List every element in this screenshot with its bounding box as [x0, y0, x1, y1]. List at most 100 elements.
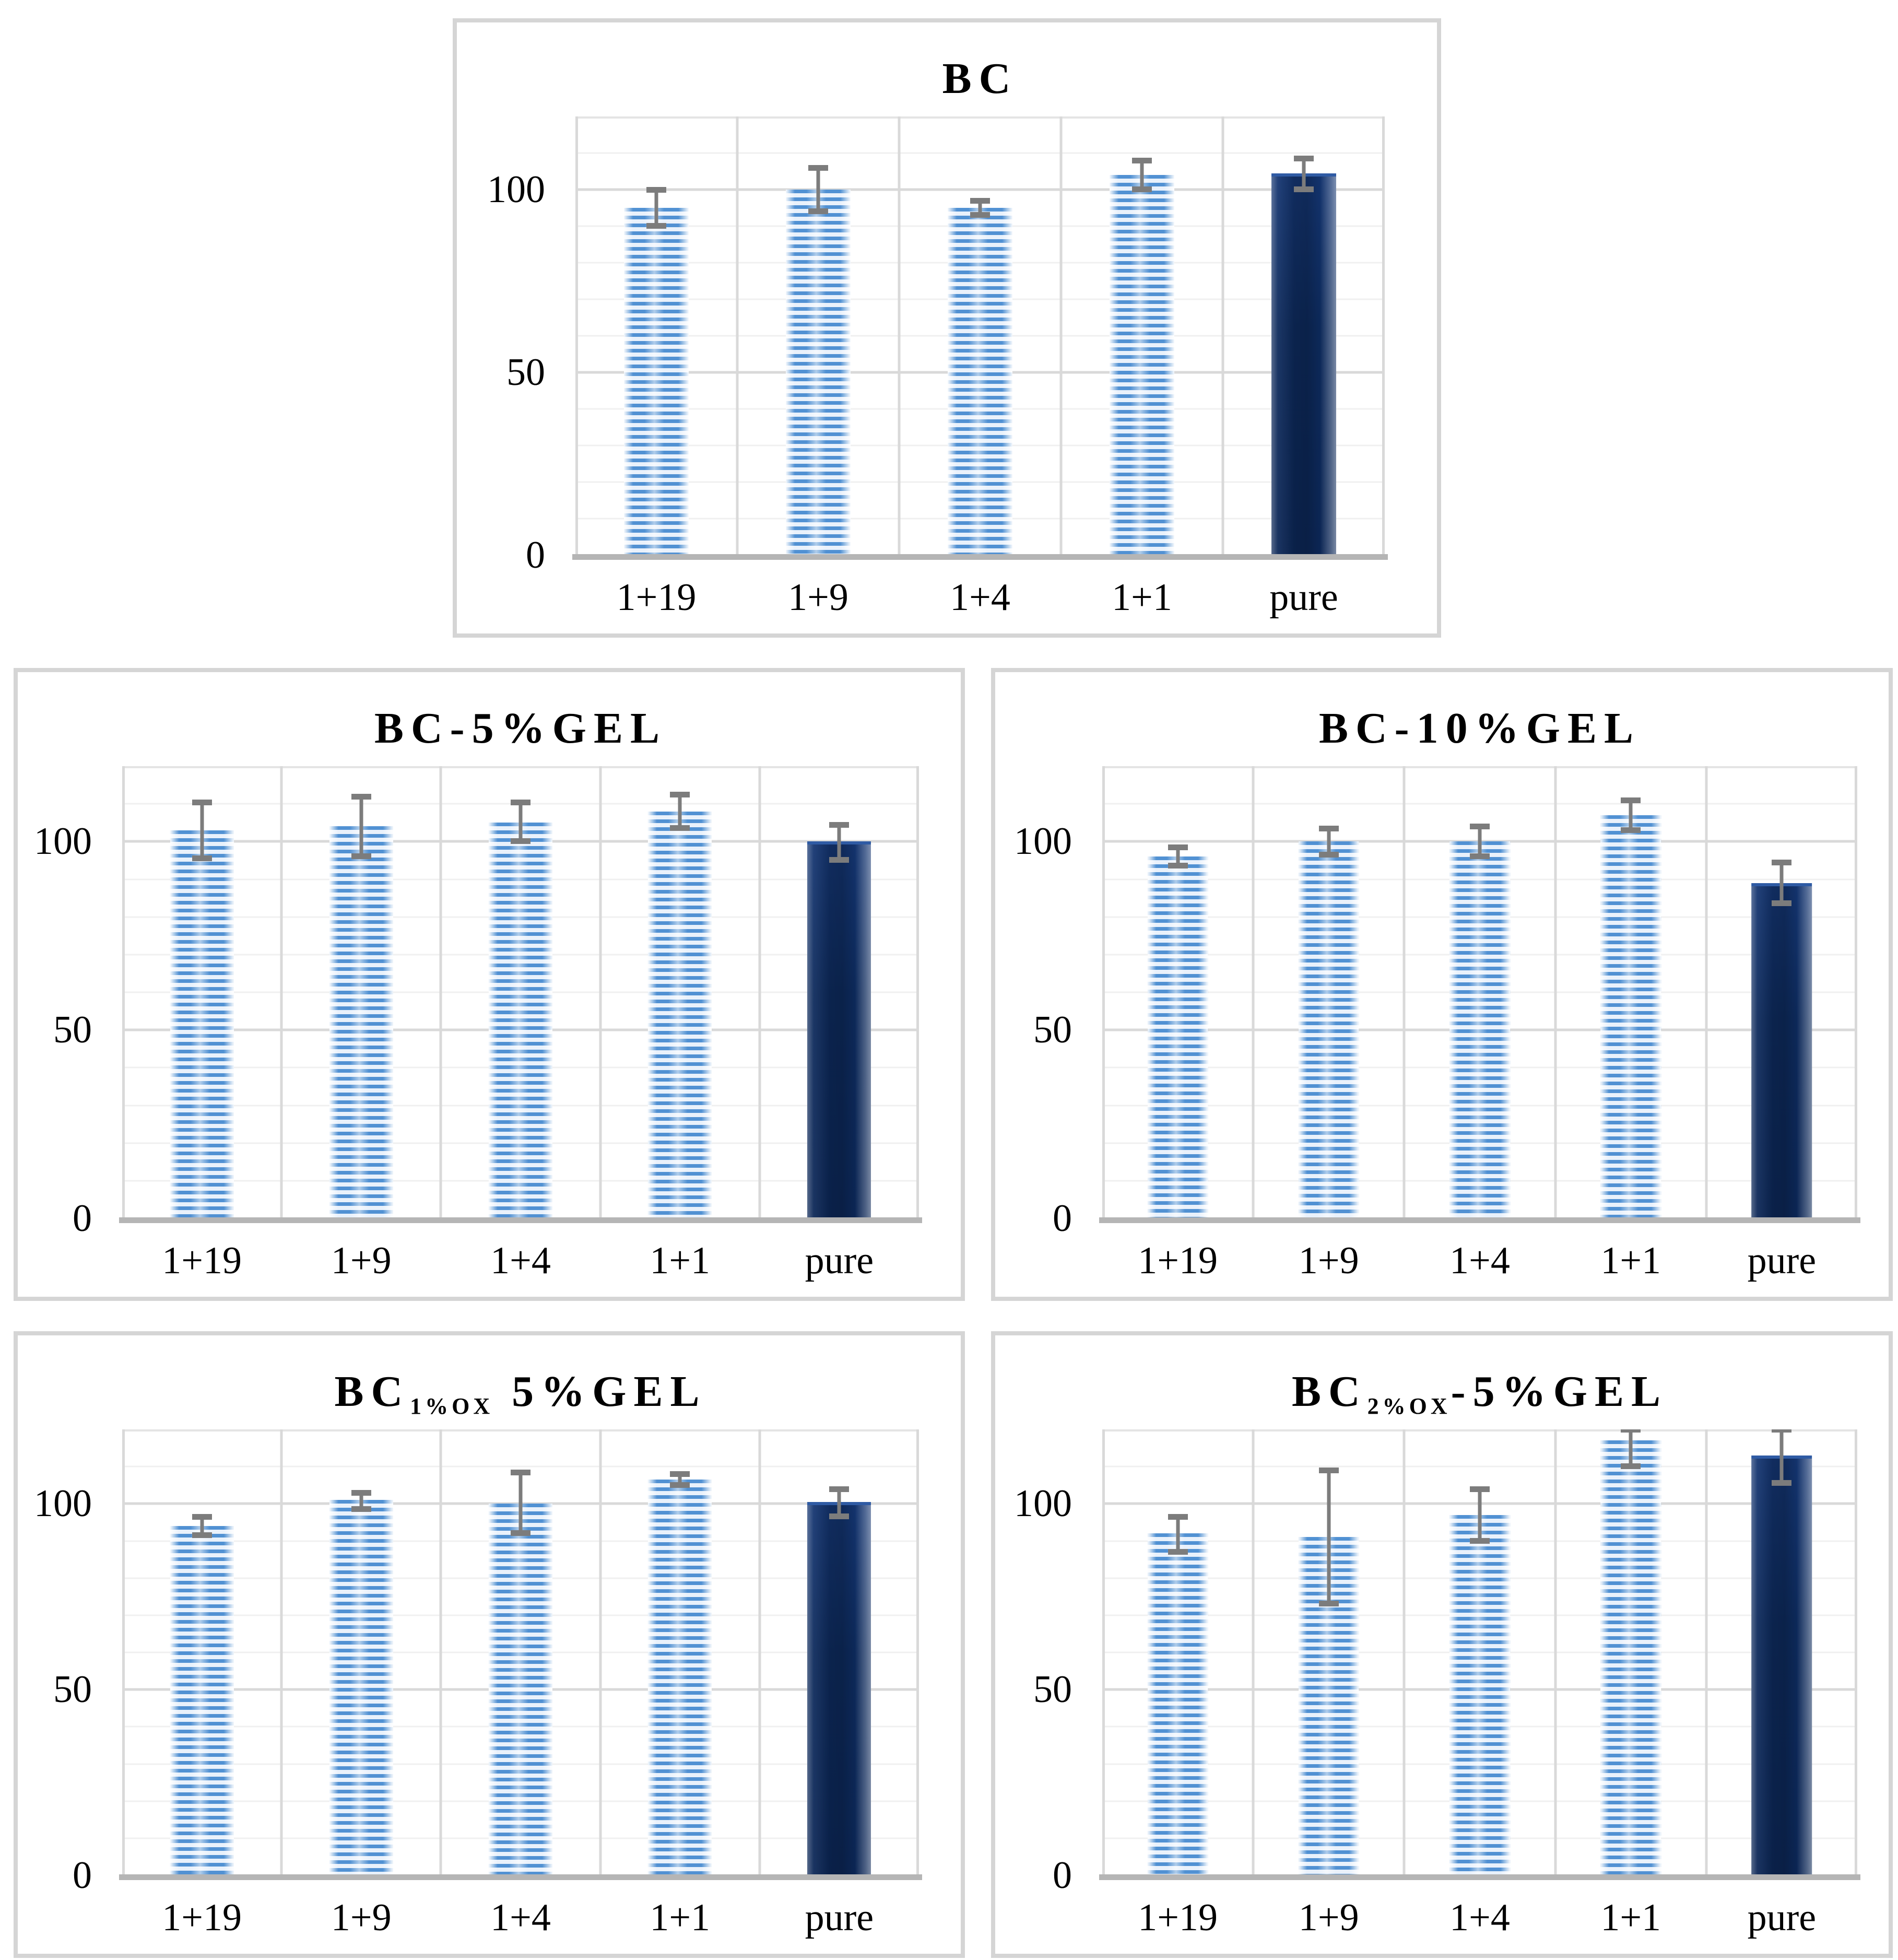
error-bar-line [200, 802, 204, 859]
bar-1+9 [786, 190, 851, 555]
grid-vline [1059, 116, 1063, 555]
error-bar-cap-bottom [1168, 863, 1188, 869]
gridline-major [575, 188, 1385, 191]
y-tick-label: 50 [53, 1668, 92, 1711]
x-tick-label: 1+19 [162, 1239, 242, 1282]
error-bar-cap-bottom [511, 1530, 531, 1536]
y-tick-label: 100 [1014, 820, 1072, 863]
grid-vline [736, 116, 739, 555]
grid-vline [1705, 766, 1708, 1218]
x-tick-label: 1+4 [490, 1239, 551, 1282]
bar-1+19 [170, 1526, 234, 1875]
error-bar-line [1302, 158, 1306, 190]
bar-1+9 [329, 826, 393, 1218]
error-bar-cap-top [1318, 826, 1339, 832]
chart-title: BC-5%GEL [122, 704, 919, 753]
x-tick-label: 1+4 [490, 1896, 551, 1939]
x-tick-label: pure [805, 1239, 874, 1282]
plot-right-edge [1855, 1429, 1857, 1875]
plot-left-edge [1102, 766, 1105, 1218]
y-tick-label: 0 [73, 1197, 92, 1240]
error-bar-line [678, 1474, 682, 1485]
x-tick-label: 1+1 [1600, 1239, 1661, 1282]
x-tick-label: 1+9 [331, 1239, 392, 1282]
x-tick-label: 1+1 [650, 1239, 711, 1282]
plot-right-edge [916, 766, 919, 1218]
error-bar-cap-top [1294, 156, 1314, 162]
plot-area [119, 766, 922, 1223]
error-bar-cap-bottom [1772, 900, 1792, 907]
zero-axis-line [1099, 1874, 1860, 1880]
x-tick-label: 1+19 [1138, 1896, 1218, 1939]
grid-vline [898, 116, 901, 555]
chart-title: BC-10%GEL [1102, 704, 1857, 753]
grid-vline [1252, 766, 1255, 1218]
bar-1+1 [648, 811, 712, 1218]
error-bar-cap-top [646, 187, 666, 193]
error-bar-cap-bottom [351, 853, 371, 860]
plot-left-edge [575, 116, 578, 555]
error-bar-line [1478, 826, 1482, 857]
bar-pure [807, 841, 871, 1218]
bar-pure [1751, 883, 1812, 1218]
plot-area [1099, 1429, 1860, 1880]
bar-1+9 [1298, 841, 1359, 1218]
chart-title: BC [575, 54, 1385, 103]
x-axis-labels: 1+19 1+9 1+4 1+1 pure [122, 1875, 919, 1954]
plot-left-edge [122, 1429, 125, 1875]
error-bar-cap-top [670, 1471, 690, 1477]
bar-1+19 [624, 208, 689, 555]
bar-1+9 [329, 1500, 393, 1875]
error-bar-cap-bottom [1294, 186, 1314, 192]
bar-1+1 [1600, 815, 1661, 1218]
x-tick-label: 1+9 [1298, 1896, 1359, 1939]
zero-axis-line [572, 554, 1388, 560]
error-bar-cap-top [351, 793, 371, 800]
error-bar-cap-bottom [511, 838, 531, 844]
chart-title: BC1%OX 5%GEL [122, 1367, 919, 1418]
x-tick-label: 1+1 [650, 1896, 711, 1939]
chart-title-text: BC [1291, 1367, 1367, 1416]
error-bar-cap-top [1318, 1468, 1339, 1474]
gridline-minor [1102, 1465, 1857, 1468]
chart-title-text: 5%GEL [493, 1367, 707, 1416]
error-bar-cap-bottom [829, 857, 850, 863]
error-bar-line [1327, 1470, 1331, 1604]
plot-right-edge [1855, 766, 1857, 1218]
error-bar-cap-top [670, 792, 690, 798]
y-axis-labels: 0 50 100 [995, 766, 1072, 1238]
grid-vline [280, 766, 283, 1218]
x-tick-label: 1+1 [1112, 576, 1172, 619]
error-bar-cap-bottom [1168, 1548, 1188, 1555]
error-bar-cap-bottom [1772, 1480, 1792, 1486]
gridline-minor [1102, 766, 1857, 768]
grid-vline [439, 766, 442, 1218]
plot-left-edge [1102, 1429, 1105, 1875]
grid-vline [1221, 116, 1224, 555]
y-axis-labels: 0 50 100 [18, 1429, 92, 1895]
error-bar-cap-top [808, 165, 828, 171]
gridline-minor [122, 766, 919, 768]
y-tick-label: 50 [1033, 1668, 1072, 1711]
grid-vline [1554, 766, 1557, 1218]
error-bar-cap-bottom [1318, 1601, 1339, 1607]
bar-pure [1271, 173, 1336, 555]
error-bar-line [518, 802, 523, 842]
error-bar-cap-bottom [1132, 186, 1152, 192]
y-tick-label: 0 [1053, 1854, 1072, 1897]
y-axis-labels: 0 50 100 [18, 766, 92, 1238]
error-bar-line [837, 824, 841, 861]
grid-vline [1252, 1429, 1255, 1875]
chart-panel-bc-10gel: BC-10%GEL 0 50 100 1+19 1+9 1+4 1+1 pure [991, 668, 1893, 1301]
x-tick-label: 1+9 [788, 576, 848, 619]
y-tick-label: 0 [73, 1854, 92, 1897]
error-bar-cap-bottom [646, 223, 666, 229]
y-tick-label: 0 [526, 534, 545, 577]
chart-panel-bc-2ox-5gel: BC2%OX-5%GEL 0 50 100 1+19 1+9 1+4 1+1 pure [991, 1331, 1893, 1958]
error-bar-line [1176, 1517, 1180, 1552]
error-bar-cap-bottom [1470, 1538, 1490, 1544]
error-bar-line [359, 796, 363, 857]
error-bar-line [518, 1472, 523, 1534]
chart-title: BC2%OX-5%GEL [1102, 1367, 1857, 1418]
